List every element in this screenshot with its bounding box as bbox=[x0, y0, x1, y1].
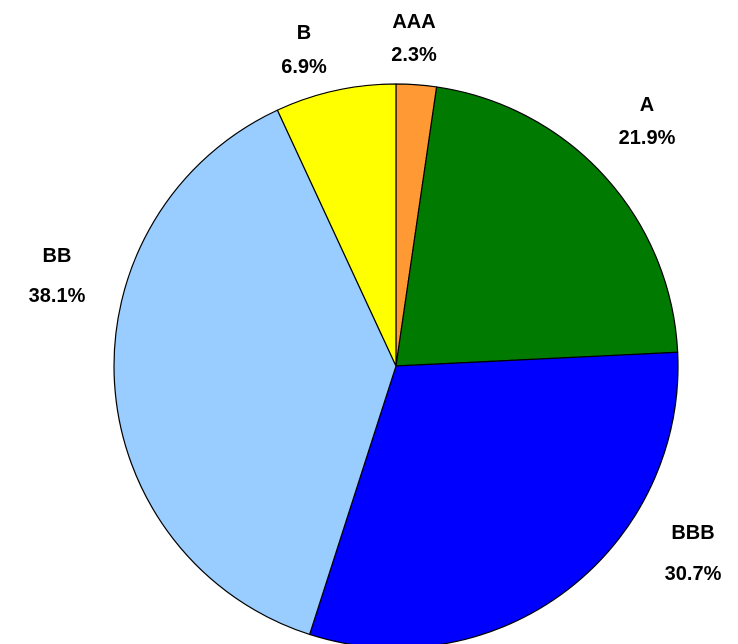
slice-percent-label-b: 6.9% bbox=[281, 56, 327, 78]
slice-percent-label-aaa: 2.3% bbox=[391, 44, 437, 66]
slice-percent-label-bbb: 30.7% bbox=[665, 563, 722, 585]
pie-slices bbox=[113, 83, 679, 644]
slice-category-label-bbb: BBB bbox=[671, 522, 714, 544]
pie-slice-b bbox=[276, 83, 397, 367]
slice-category-label-bb: BB bbox=[43, 245, 72, 267]
pie-slice-bb bbox=[113, 109, 397, 636]
pie-slice-a bbox=[395, 86, 679, 367]
slice-category-label-a: A bbox=[640, 94, 654, 116]
pie-slice-bbb bbox=[308, 351, 679, 644]
slice-percent-label-bb: 38.1% bbox=[29, 285, 86, 307]
slice-category-label-aaa: AAA bbox=[392, 11, 435, 33]
pie-labels: AAA 2.3% A 21.9% BBB 30.7% BB 38.1% B 6.9% bbox=[29, 11, 722, 585]
slice-percent-label-a: 21.9% bbox=[619, 127, 676, 149]
slice-category-label-b: B bbox=[297, 22, 311, 44]
